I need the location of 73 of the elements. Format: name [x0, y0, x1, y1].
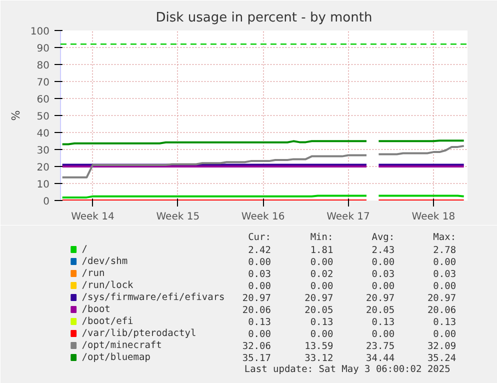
- y-tick-label: 40: [36, 128, 50, 140]
- text: 1.81: [310, 245, 334, 256]
- text: 35.24: [427, 353, 456, 364]
- y-tick-label: 30: [36, 146, 50, 156]
- text: 13.59: [304, 341, 334, 352]
- text: 35.17: [242, 353, 271, 364]
- y-tick-label: 90: [36, 44, 50, 54]
- text: 0.00: [310, 329, 334, 340]
- text: 20.06: [242, 305, 272, 316]
- text: 0.03: [433, 269, 456, 280]
- text: 32.06: [242, 341, 272, 352]
- chart-title: Disk usage in percent - by month: [156, 10, 372, 26]
- text: Min:: [310, 232, 334, 243]
- text: 2.42: [248, 245, 271, 256]
- text: 0.02: [310, 269, 334, 280]
- x-tick-label: Week 16: [241, 212, 285, 222]
- legend-label: /run: [82, 268, 105, 279]
- text: 0.00: [248, 281, 272, 292]
- text: 2.78: [433, 245, 456, 256]
- legend-label: /opt/bluemap: [82, 352, 151, 363]
- text: 20.97: [427, 293, 456, 304]
- text: Avg:: [372, 232, 395, 243]
- y-tick-label: 80: [36, 60, 50, 72]
- y-tick-label: 60: [36, 94, 50, 106]
- text: 20.97: [242, 293, 271, 304]
- text: 0.00: [433, 281, 456, 292]
- text: 0.00: [248, 257, 272, 268]
- legend-label: /boot/efi: [82, 316, 134, 327]
- legend-label: /boot: [82, 304, 110, 315]
- text: 20.97: [304, 293, 334, 304]
- text: 0.00: [372, 257, 395, 268]
- text: 20.97: [366, 293, 395, 304]
- text: 0.00: [248, 329, 272, 340]
- text: Max:: [433, 232, 456, 243]
- text: 0.13: [433, 317, 456, 328]
- legend-label: /var/lib/pterodactyl: [82, 328, 196, 339]
- x-tick-label: Week 17: [326, 212, 370, 222]
- y-tick-label: 20: [36, 162, 50, 174]
- text: 0.00: [310, 281, 334, 292]
- y-tick-label: 70: [36, 78, 50, 88]
- text: 20.05: [304, 305, 334, 316]
- y-tick-label: 0: [43, 196, 50, 208]
- text: 20.06: [427, 305, 456, 316]
- text: 0.13: [372, 317, 395, 328]
- legend-label: /sys/firmware/efi/efivars: [82, 292, 225, 303]
- text: 0.13: [310, 317, 334, 328]
- text: 0.00: [372, 281, 395, 292]
- text: 34.44: [366, 353, 395, 364]
- x-tick-label: Week 15: [156, 212, 200, 222]
- text: 23.75: [366, 341, 395, 352]
- legend-label: /: [82, 244, 88, 255]
- text: 33.12: [304, 353, 334, 364]
- text: 0.03: [248, 269, 271, 280]
- y-tick-label: 100: [30, 26, 50, 38]
- y-axis-title: %: [9, 110, 22, 121]
- text: Last update: Sat May 3 06:00:02 2025: [244, 364, 450, 375]
- text: 32.09: [427, 341, 456, 352]
- x-tick-label: Week 14: [71, 212, 114, 222]
- text: 0.00: [433, 329, 456, 340]
- text: 2.43: [372, 245, 395, 256]
- text: 20.05: [366, 305, 395, 316]
- x-tick-label: Week 18: [412, 212, 456, 222]
- text: 0.00: [310, 257, 334, 268]
- y-tick-label: 50: [36, 112, 50, 122]
- text: 0.03: [372, 269, 395, 280]
- legend-label: /dev/shm: [82, 256, 128, 267]
- text: Cur:: [248, 232, 271, 243]
- text: 0.00: [372, 329, 395, 340]
- text: 0.00: [433, 257, 456, 268]
- text: 0.13: [248, 317, 271, 328]
- legend-label: /opt/minecraft: [82, 340, 162, 351]
- legend-label: /run/lock: [82, 280, 134, 291]
- y-tick-label: 10: [36, 180, 50, 190]
